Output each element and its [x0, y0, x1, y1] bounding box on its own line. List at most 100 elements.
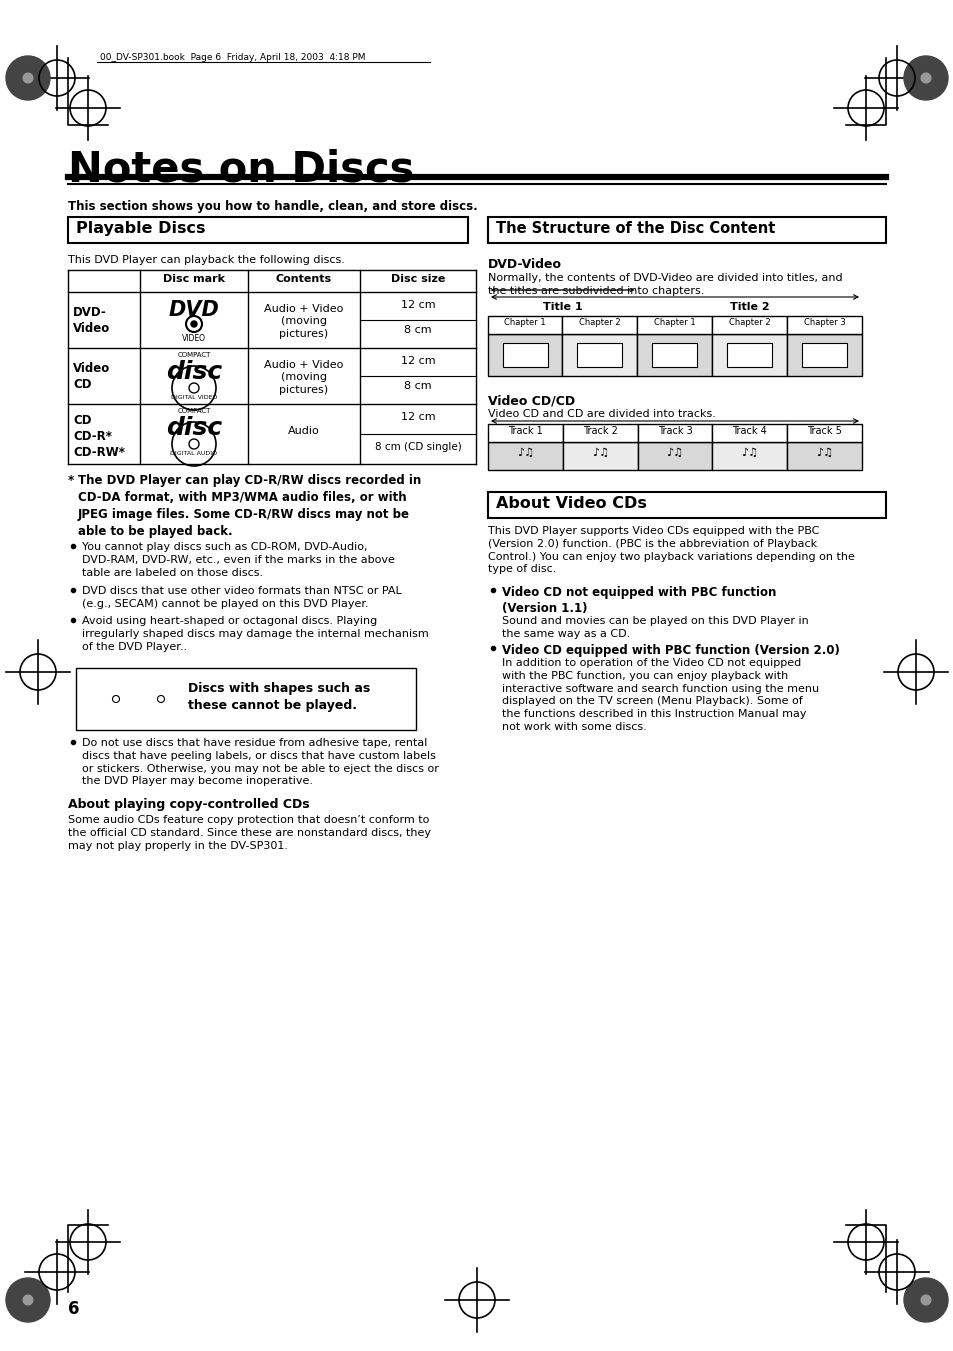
- Text: Video CD and CD are divided into tracks.: Video CD and CD are divided into tracks.: [488, 409, 715, 419]
- Text: About playing copy-controlled CDs: About playing copy-controlled CDs: [68, 798, 310, 811]
- Text: Video
CD: Video CD: [73, 362, 111, 390]
- Text: Chapter 1: Chapter 1: [504, 317, 545, 327]
- Text: 8 cm: 8 cm: [404, 381, 432, 390]
- Bar: [712, 442, 786, 470]
- Bar: [488, 316, 562, 334]
- Text: ♪♫: ♪♫: [740, 449, 758, 458]
- Text: Disc mark: Disc mark: [163, 274, 225, 284]
- Text: Notes on Discs: Notes on Discs: [68, 149, 414, 190]
- Text: COMPACT: COMPACT: [177, 353, 211, 358]
- Circle shape: [903, 55, 947, 100]
- Text: disc: disc: [166, 416, 222, 440]
- Text: Disc size: Disc size: [391, 274, 445, 284]
- Text: Audio + Video
(moving
pictures): Audio + Video (moving pictures): [264, 359, 343, 394]
- Text: Video CD/CD: Video CD/CD: [488, 394, 575, 407]
- Bar: [488, 442, 562, 470]
- Text: Track 5: Track 5: [806, 426, 841, 436]
- Bar: [786, 334, 862, 376]
- Text: 12 cm: 12 cm: [400, 412, 435, 422]
- Text: The DVD Player can play CD-R/RW discs recorded in
CD-DA format, with MP3/WMA aud: The DVD Player can play CD-R/RW discs re…: [78, 474, 421, 538]
- Text: Chapter 2: Chapter 2: [728, 317, 769, 327]
- Circle shape: [921, 1296, 930, 1305]
- Text: Chapter 1: Chapter 1: [653, 317, 695, 327]
- Bar: [562, 316, 637, 334]
- Text: Playable Discs: Playable Discs: [76, 222, 205, 236]
- Text: COMPACT: COMPACT: [177, 408, 211, 413]
- Text: Chapter 2: Chapter 2: [578, 317, 619, 327]
- Text: DVD-Video: DVD-Video: [488, 258, 561, 272]
- Bar: [637, 316, 711, 334]
- Bar: [711, 334, 786, 376]
- Circle shape: [23, 73, 32, 82]
- Text: Normally, the contents of DVD-Video are divided into titles, and
the titles are : Normally, the contents of DVD-Video are …: [488, 273, 841, 296]
- Text: Some audio CDs feature copy protection that doesn’t conform to
the official CD s: Some audio CDs feature copy protection t…: [68, 815, 431, 851]
- Text: Audio + Video
(moving
pictures): Audio + Video (moving pictures): [264, 304, 343, 339]
- Circle shape: [191, 322, 196, 327]
- Bar: [68, 218, 468, 243]
- Bar: [637, 424, 712, 442]
- Bar: [801, 343, 846, 366]
- Bar: [786, 442, 862, 470]
- Text: CD
CD-R*
CD-RW*: CD CD-R* CD-RW*: [73, 413, 125, 459]
- Bar: [786, 424, 862, 442]
- Text: Avoid using heart-shaped or octagonal discs. Playing
irregularly shaped discs ma: Avoid using heart-shaped or octagonal di…: [82, 616, 428, 651]
- Circle shape: [6, 55, 50, 100]
- Bar: [562, 442, 637, 470]
- Text: Contents: Contents: [275, 274, 332, 284]
- Text: 00_DV-SP301.book  Page 6  Friday, April 18, 2003  4:18 PM: 00_DV-SP301.book Page 6 Friday, April 18…: [100, 54, 365, 62]
- Text: 8 cm (CD single): 8 cm (CD single): [375, 442, 461, 453]
- Text: Do not use discs that have residue from adhesive tape, rental
discs that have pe: Do not use discs that have residue from …: [82, 738, 438, 786]
- Text: ♪♫: ♪♫: [666, 449, 683, 458]
- Bar: [562, 334, 637, 376]
- Text: ♪♫: ♪♫: [815, 449, 832, 458]
- Text: You cannot play discs such as CD-ROM, DVD-Audio,
DVD-RAM, DVD-RW, etc., even if : You cannot play discs such as CD-ROM, DV…: [82, 542, 395, 578]
- Text: Track 3: Track 3: [657, 426, 692, 436]
- Text: DIGITAL AUDIO: DIGITAL AUDIO: [171, 451, 217, 457]
- Bar: [577, 343, 621, 366]
- Text: This DVD Player can playback the following discs.: This DVD Player can playback the followi…: [68, 255, 345, 265]
- Bar: [711, 316, 786, 334]
- Text: About Video CDs: About Video CDs: [496, 496, 646, 511]
- Text: Track 2: Track 2: [582, 426, 617, 436]
- Bar: [502, 343, 547, 366]
- Text: 6: 6: [68, 1300, 79, 1319]
- Text: *: *: [68, 474, 74, 486]
- Text: Discs with shapes such as
these cannot be played.: Discs with shapes such as these cannot b…: [188, 682, 370, 712]
- Circle shape: [6, 1278, 50, 1323]
- Text: ♪♫: ♪♫: [517, 449, 534, 458]
- Circle shape: [112, 696, 119, 703]
- Bar: [488, 334, 562, 376]
- Text: DVD-
Video: DVD- Video: [73, 305, 111, 335]
- Text: 8 cm: 8 cm: [404, 326, 432, 335]
- Circle shape: [921, 73, 930, 82]
- Bar: [637, 442, 712, 470]
- Circle shape: [23, 1296, 32, 1305]
- Bar: [488, 492, 885, 517]
- Text: This section shows you how to handle, clean, and store discs.: This section shows you how to handle, cl…: [68, 200, 477, 213]
- Text: VIDEO: VIDEO: [182, 334, 206, 343]
- Text: Audio: Audio: [288, 426, 319, 436]
- Circle shape: [903, 1278, 947, 1323]
- Bar: [712, 424, 786, 442]
- Text: This DVD Player supports Video CDs equipped with the PBC
(Version 2.0) function.: This DVD Player supports Video CDs equip…: [488, 526, 854, 574]
- Text: DIGITAL VIDEO: DIGITAL VIDEO: [171, 394, 217, 400]
- Text: Title 1: Title 1: [542, 303, 581, 312]
- Bar: [76, 667, 416, 730]
- Text: Track 1: Track 1: [508, 426, 542, 436]
- Text: DVD: DVD: [169, 300, 219, 320]
- Circle shape: [157, 696, 164, 703]
- Bar: [726, 343, 771, 366]
- Text: Track 4: Track 4: [732, 426, 766, 436]
- Bar: [488, 218, 885, 243]
- Text: Video CD equipped with PBC function (Version 2.0): Video CD equipped with PBC function (Ver…: [501, 644, 839, 657]
- Bar: [786, 316, 862, 334]
- Text: 12 cm: 12 cm: [400, 357, 435, 366]
- Bar: [637, 334, 711, 376]
- Text: 12 cm: 12 cm: [400, 300, 435, 309]
- Text: ♪♫: ♪♫: [591, 449, 608, 458]
- Text: Title 2: Title 2: [729, 303, 768, 312]
- Text: DVD discs that use other video formats than NTSC or PAL
(e.g., SECAM) cannot be : DVD discs that use other video formats t…: [82, 586, 401, 609]
- Bar: [562, 424, 637, 442]
- Text: Video CD not equipped with PBC function
(Version 1.1): Video CD not equipped with PBC function …: [501, 586, 776, 615]
- Bar: [651, 343, 697, 366]
